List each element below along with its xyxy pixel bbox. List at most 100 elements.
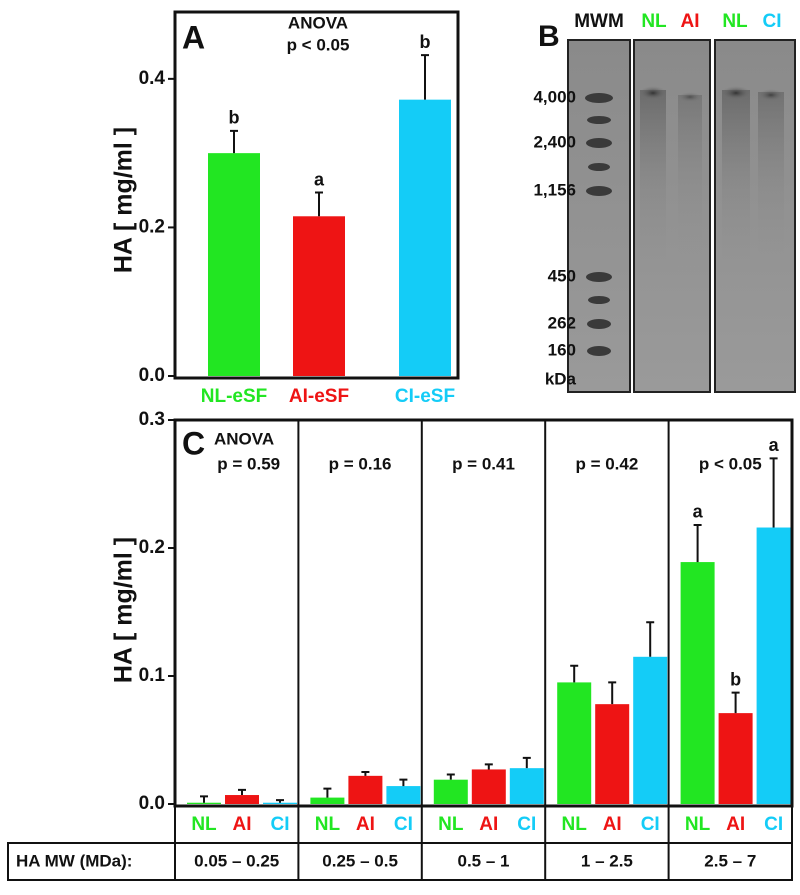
panel-label: C — [182, 425, 205, 461]
y-axis-title: HA [ mg/ml ] — [110, 127, 138, 273]
error-bar — [361, 771, 370, 776]
error-bar — [693, 523, 702, 563]
legend-label: CI — [764, 814, 783, 835]
bar — [187, 802, 221, 804]
marker-label: 4,000 — [533, 87, 576, 106]
bar — [225, 795, 259, 804]
x-tick-label: NL-eSF — [201, 386, 268, 407]
legend-label: NL — [315, 814, 341, 835]
bar — [633, 656, 668, 804]
bar — [386, 786, 421, 804]
panel-label: A — [182, 19, 205, 55]
y-tick-label: 0.0 — [139, 365, 165, 386]
x-tick-label: 0.25 – 0.5 — [322, 851, 398, 870]
legend-label: AI — [356, 814, 375, 835]
bar — [433, 779, 468, 804]
bar — [310, 797, 345, 804]
bar — [557, 682, 592, 804]
annotation: p = 0.41 — [452, 454, 515, 473]
x-tick-label: CI-eSF — [395, 386, 455, 407]
error-bar — [200, 795, 208, 803]
bar — [718, 713, 753, 804]
legend-label: CI — [517, 814, 536, 835]
plot-frame — [173, 418, 794, 808]
bar — [208, 153, 260, 376]
annotation: p < 0.05 — [287, 35, 350, 54]
significance-letter: a — [693, 502, 704, 522]
significance-letter: a — [314, 169, 325, 189]
legend-label: NL — [191, 814, 217, 835]
x-tick-label: 2.5 – 7 — [704, 851, 756, 870]
error-bar — [315, 191, 323, 217]
plot-frame — [173, 10, 460, 380]
error-bar — [446, 773, 455, 780]
y-tick-label: 0.1 — [139, 665, 166, 686]
error-bar — [522, 756, 531, 769]
significance-letter: b — [420, 32, 431, 52]
error-bar — [769, 457, 778, 528]
lane-label: CI — [763, 11, 782, 32]
x-tick-label: AI-eSF — [289, 386, 349, 407]
legend-label: CI — [394, 814, 413, 835]
marker-label: 2,400 — [533, 132, 576, 151]
error-bar — [421, 54, 429, 100]
error-bar — [276, 799, 284, 803]
lane-label: AI — [681, 11, 700, 32]
legend-label: AI — [233, 814, 252, 835]
error-bar — [570, 664, 579, 683]
bar — [595, 704, 630, 804]
annotation: p < 0.05 — [699, 454, 762, 473]
error-bar — [399, 778, 408, 787]
marker-label: 160 — [548, 340, 576, 359]
y-tick-label: 0.3 — [139, 409, 165, 430]
y-tick-label: 0.2 — [139, 216, 165, 237]
marker-label: 1,156 — [533, 180, 576, 199]
bar — [263, 802, 297, 804]
legend-label: NL — [562, 814, 588, 835]
error-bar — [484, 763, 493, 770]
bar — [509, 768, 544, 804]
y-tick-label: 0.2 — [139, 537, 165, 558]
legend-label: AI — [479, 814, 498, 835]
annotation: ANOVA — [288, 13, 348, 32]
legend-label: AI — [603, 814, 622, 835]
legend-label: CI — [641, 814, 660, 835]
lane-label: MWM — [574, 11, 624, 32]
unit-label: kDa — [545, 369, 577, 388]
annotation: p = 0.42 — [575, 454, 638, 473]
error-bar — [731, 691, 740, 714]
lane-label: NL — [722, 11, 748, 32]
significance-letter: b — [229, 108, 240, 128]
annotation: ANOVA — [214, 429, 274, 448]
y-axis-title: HA [ mg/ml ] — [110, 537, 138, 683]
legend-label: NL — [438, 814, 464, 835]
error-bar — [646, 621, 655, 657]
error-bar — [230, 129, 238, 154]
significance-letter: a — [769, 435, 780, 455]
x-axis-title: HA MW (MDa): — [16, 851, 132, 870]
legend-label: NL — [685, 814, 711, 835]
error-bar — [238, 788, 246, 796]
bar — [293, 216, 345, 376]
bar — [680, 562, 715, 804]
bar — [471, 769, 506, 804]
marker-label: 262 — [548, 313, 576, 332]
legend-label: AI — [726, 814, 745, 835]
y-tick-label: 0.4 — [139, 68, 166, 89]
annotation: p = 0.59 — [217, 454, 280, 473]
annotation: p = 0.16 — [329, 454, 392, 473]
bar — [348, 775, 383, 804]
error-bar — [608, 681, 617, 705]
y-tick-label: 0.0 — [139, 793, 165, 814]
legend-label: CI — [271, 814, 290, 835]
x-tick-label: 1 – 2.5 — [581, 851, 633, 870]
gel — [567, 39, 796, 393]
x-tick-label: 0.5 – 1 — [458, 851, 510, 870]
bar — [399, 99, 451, 377]
panel-label: B — [538, 20, 560, 53]
lane-label: NL — [641, 11, 667, 32]
marker-label: 450 — [548, 266, 576, 285]
error-bar — [323, 787, 332, 798]
bar — [756, 527, 791, 804]
